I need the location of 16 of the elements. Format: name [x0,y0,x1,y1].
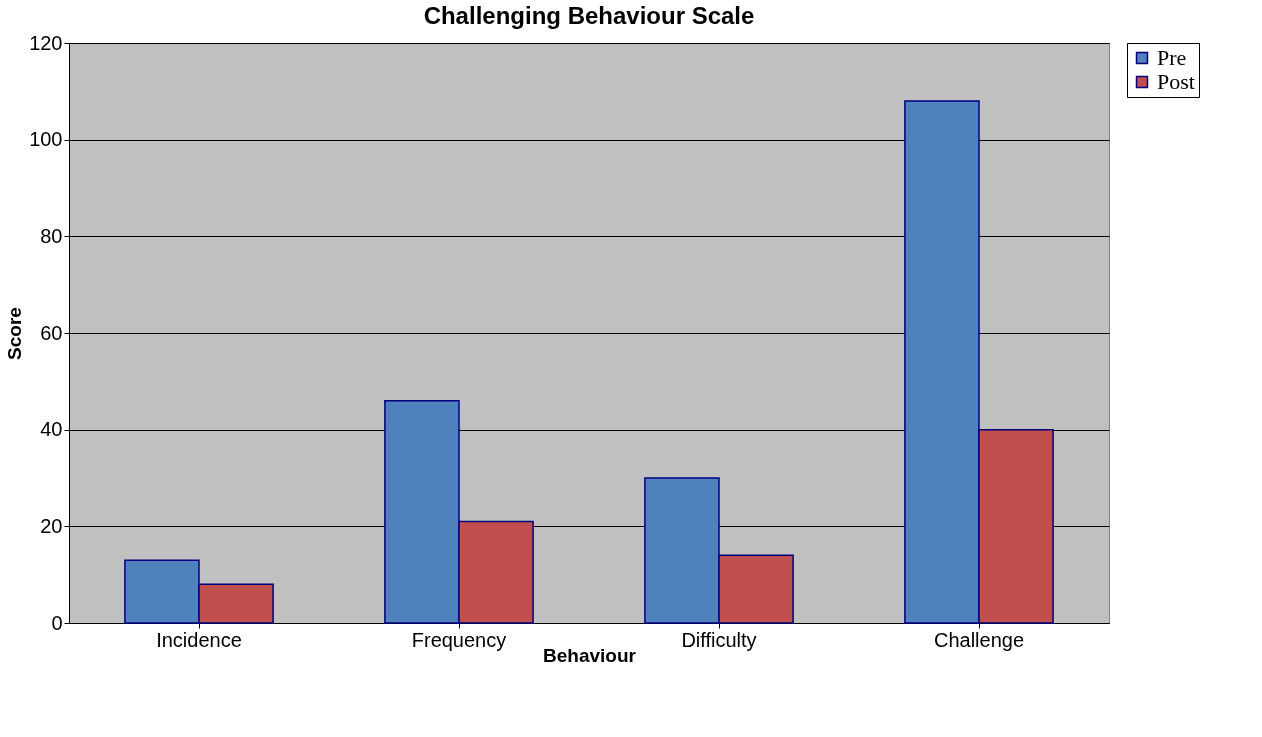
x-axis-title: Behaviour [543,644,637,666]
x-tick-label: Frequency [411,628,507,651]
x-tick-label: Difficulty [681,628,757,651]
legend-label: Post [1157,69,1195,94]
y-axis-title: Score [4,307,26,360]
y-tick-label: 120 [29,31,63,54]
legend-label: Pre [1157,45,1187,70]
y-tick-label: 20 [40,514,63,537]
y-tick-label: 0 [51,611,63,634]
chart-title: Challenging Behaviour Scale [423,2,755,29]
y-tick-label: 40 [40,418,63,441]
x-tick-label: Challenge [933,628,1025,651]
y-tick-label: 100 [29,128,63,151]
x-tick-label: Incidence [156,628,242,651]
y-tick-label: 80 [40,224,63,247]
y-tick-label: 60 [40,321,63,344]
